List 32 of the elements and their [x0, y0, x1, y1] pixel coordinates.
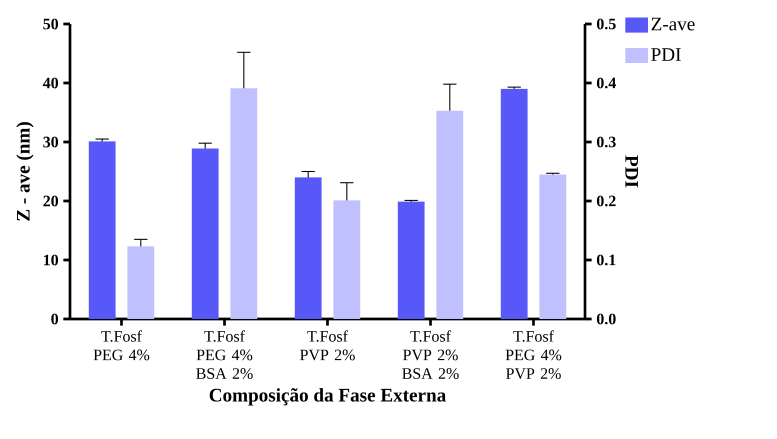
- bar: [192, 148, 219, 319]
- legend-label: Z-ave: [652, 18, 695, 30]
- x-tick-label: T.Fosf PEG 4% PVP 2%: [506, 330, 562, 379]
- y-tick-label: 50: [43, 18, 58, 30]
- x-tick-label: T.Fosf PVP 2% BSA 2%: [402, 330, 459, 379]
- legend-label: PDI: [651, 48, 681, 61]
- y2-tick-label: 0.3: [596, 136, 616, 148]
- bar: [88, 141, 116, 319]
- y-tick-label: 40: [42, 78, 58, 88]
- y-tick-label: 10: [44, 254, 58, 266]
- bar: [294, 177, 322, 319]
- bar: [333, 200, 360, 319]
- y-axis-title: Z - ave (nm): [16, 122, 34, 221]
- x-axis-title: Composição da Fase Externa: [210, 388, 446, 406]
- x-tick-label: T.Fosf PVP 2%: [300, 330, 355, 360]
- y2-tick-label: 0.2: [596, 196, 616, 206]
- y2-tick-label: 0.5: [596, 18, 616, 30]
- bar: [500, 88, 528, 319]
- y2-axis-title: PDI: [625, 155, 638, 188]
- y2-tick-label: 0.4: [596, 78, 616, 88]
- bar: [398, 202, 425, 319]
- bar: [539, 174, 566, 319]
- y-tick-label: 0: [51, 314, 58, 324]
- x-tick-label: T.Fosf PEG 4% BSA 2%: [196, 330, 253, 379]
- x-tick-label: T.Fosf PEG 4%: [94, 330, 150, 360]
- bar: [127, 246, 154, 319]
- y2-tick-label: 0.1: [596, 254, 616, 266]
- bar: [436, 110, 464, 319]
- y2-tick-label: 0.0: [596, 314, 616, 324]
- y-tick-label: 20: [43, 196, 58, 206]
- bar: [230, 88, 258, 319]
- y-tick-label: 30: [43, 136, 58, 148]
